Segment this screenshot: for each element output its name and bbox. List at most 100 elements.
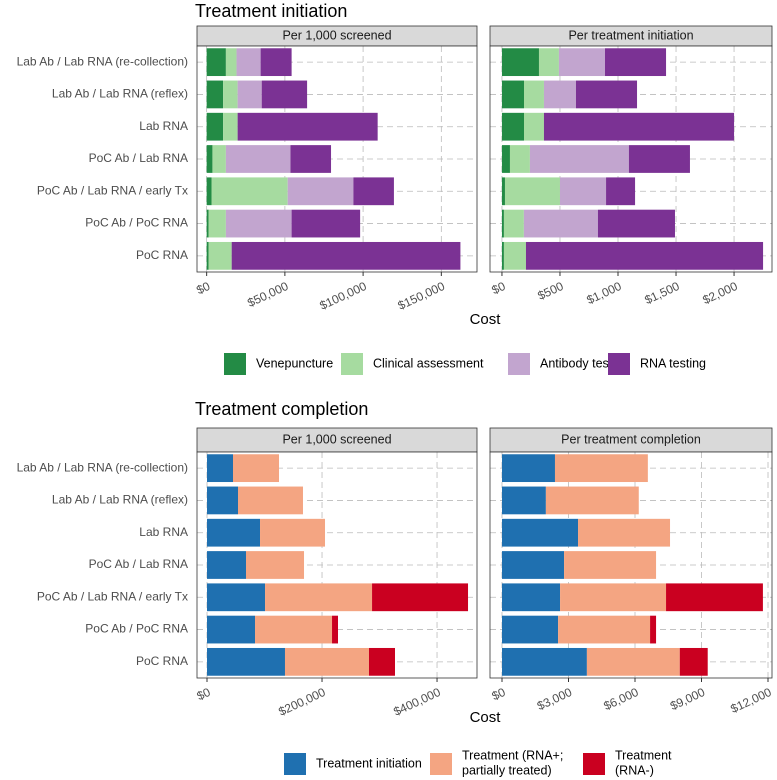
category-label: PoC Ab / PoC RNA <box>85 622 188 636</box>
bar-segment <box>290 145 332 173</box>
bar-segment <box>207 454 233 483</box>
bar-segment <box>628 145 690 173</box>
bar-segment <box>206 241 209 270</box>
bar-segment <box>265 583 373 612</box>
category-label: Lab RNA <box>139 119 188 133</box>
x-tick-label: $50,000 <box>245 279 291 310</box>
bar-segment <box>560 583 667 612</box>
bar-segment <box>525 241 764 270</box>
chart-title: Treatment initiation <box>195 1 347 21</box>
legend-swatch <box>583 753 605 775</box>
legend-label: Treatment initiation <box>316 756 422 770</box>
bar-segment <box>211 177 288 206</box>
bar-segment <box>666 583 763 612</box>
bar-segment <box>501 486 546 515</box>
bar-segment <box>225 48 237 77</box>
bar-segment <box>504 177 560 206</box>
bar-segment <box>578 518 671 547</box>
bar-segment <box>225 209 292 238</box>
bar-segment <box>509 145 530 173</box>
bar-segment <box>575 80 638 109</box>
bar-segment <box>538 48 559 77</box>
category-label: PoC RNA <box>136 654 188 668</box>
legend-swatch <box>224 353 246 375</box>
bar-segment <box>558 48 606 77</box>
x-tick-label: $12,000 <box>728 685 774 716</box>
bar-segment <box>291 209 361 238</box>
legend-label: Antibody testing <box>540 356 629 370</box>
panel-border <box>196 451 478 679</box>
legend-swatch <box>284 753 306 775</box>
category-label: PoC Ab / Lab RNA <box>89 151 188 165</box>
bar-segment <box>501 454 555 483</box>
bar-segment <box>206 80 224 109</box>
bar-segment <box>287 177 354 206</box>
bar-segment <box>372 583 469 612</box>
bar-segment <box>237 112 378 141</box>
bar-segment <box>284 647 370 676</box>
panel-border <box>196 45 478 273</box>
bar-segment <box>207 551 246 579</box>
category-label: Lab RNA <box>139 525 188 539</box>
x-tick-label: $150,000 <box>396 279 448 313</box>
x-tick-label: $500 <box>535 279 565 303</box>
bar-segment <box>236 48 261 77</box>
bar-segment <box>207 518 261 547</box>
legend-swatch <box>608 353 630 375</box>
bar-segment <box>523 209 598 238</box>
bar-segment <box>501 177 505 206</box>
legend-swatch <box>430 753 452 775</box>
bar-segment <box>605 48 667 77</box>
category-label: Lab Ab / Lab RNA (re-collection) <box>17 54 188 68</box>
bar-segment <box>238 486 303 515</box>
strip-label: Per treatment initiation <box>568 28 693 42</box>
bar-segment <box>237 80 262 109</box>
legend-label: Clinical assessment <box>373 356 484 370</box>
category-label: PoC Ab / Lab RNA / early Tx <box>37 183 188 197</box>
x-tick-label: $200,000 <box>276 685 328 719</box>
bar-segment <box>260 518 326 547</box>
x-tick-label: $3,000 <box>535 685 574 713</box>
bar-segment <box>558 615 651 644</box>
bar-segment <box>501 583 561 612</box>
legend-label: Treatment (RNA-) <box>615 749 672 778</box>
bar-segment <box>501 647 587 676</box>
bar-segment <box>207 486 239 515</box>
x-tick-label: $2,000 <box>700 279 739 307</box>
bar-segment <box>559 177 607 206</box>
bar-segment <box>255 615 333 644</box>
bar-segment <box>501 518 579 547</box>
bar-segment <box>501 615 559 644</box>
category-label: Lab Ab / Lab RNA (reflex) <box>52 493 188 507</box>
bar-segment <box>212 145 226 173</box>
x-tick-label: $0 <box>490 279 508 297</box>
x-tick-label: $100,000 <box>317 279 369 313</box>
bar-segment <box>206 48 226 77</box>
bar-segment <box>501 48 539 77</box>
bar-segment <box>245 551 305 579</box>
legend-label: RNA testing <box>640 356 706 370</box>
x-tick-label: $1,500 <box>642 279 681 307</box>
x-tick-label: $6,000 <box>601 685 640 713</box>
bar-segment <box>208 209 226 238</box>
strip <box>489 427 773 453</box>
x-tick-label: $0 <box>490 685 508 703</box>
x-tick-label: $0 <box>195 685 213 703</box>
legend-swatch <box>508 353 530 375</box>
legend-label: Venepuncture <box>256 356 333 370</box>
bar-segment <box>353 177 394 206</box>
bar-segment <box>232 454 280 483</box>
bar-segment <box>597 209 675 238</box>
x-tick-label: $1,000 <box>584 279 623 307</box>
category-label: PoC RNA <box>136 248 188 262</box>
category-label: PoC Ab / Lab RNA / early Tx <box>37 589 188 603</box>
category-label: Lab Ab / Lab RNA (re-collection) <box>17 460 188 474</box>
x-axis-title: Cost <box>470 709 502 726</box>
bar-segment <box>606 177 636 206</box>
bar-segment <box>206 112 224 141</box>
x-axis-title: Cost <box>470 311 502 328</box>
bar-segment <box>543 80 576 109</box>
bar-segment <box>207 583 266 612</box>
x-tick-label: $9,000 <box>668 685 707 713</box>
